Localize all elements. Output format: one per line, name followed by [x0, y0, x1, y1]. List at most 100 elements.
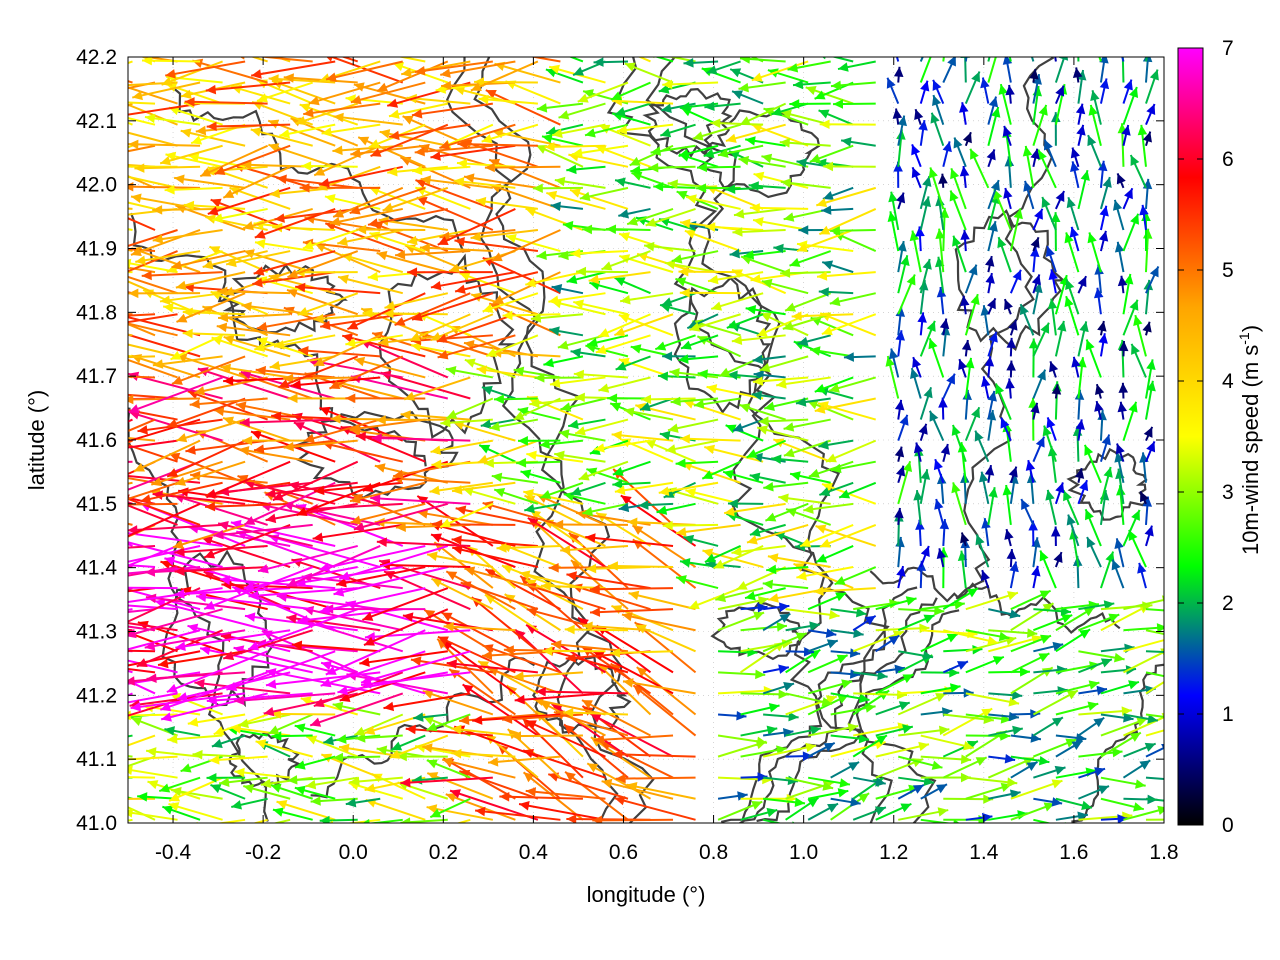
wind-vector	[771, 102, 809, 117]
wind-vector	[401, 60, 471, 78]
wind-vector	[964, 264, 978, 294]
colorbar-label-end: )	[1238, 325, 1263, 332]
wind-vector	[731, 544, 786, 557]
wind-vector	[1145, 69, 1159, 104]
wind-vector	[789, 250, 832, 267]
wind-vector	[1139, 204, 1149, 231]
wind-vector	[152, 355, 223, 369]
wind-vector	[1111, 559, 1125, 589]
wind-vector	[499, 792, 583, 802]
wind-vector	[426, 713, 471, 732]
wind-vector	[1097, 160, 1108, 188]
wind-vector	[910, 367, 922, 399]
wind-vector	[551, 123, 606, 138]
wind-vector	[1115, 443, 1125, 463]
wind-vector	[522, 748, 606, 779]
wind-vector	[815, 545, 854, 563]
wind-vector	[615, 355, 651, 371]
wind-vector	[914, 108, 924, 125]
wind-vector	[1142, 131, 1152, 147]
wind-vector	[594, 439, 651, 453]
wind-vector	[933, 458, 945, 484]
wind-vector	[763, 711, 799, 722]
wind-vector	[305, 735, 359, 758]
wind-vector	[739, 403, 786, 421]
wind-vector	[1130, 343, 1147, 378]
wind-vector	[1114, 451, 1125, 483]
wind-vector	[254, 334, 313, 352]
wind-vector	[830, 225, 876, 236]
wind-vector	[252, 818, 268, 823]
wind-vector	[524, 494, 584, 526]
wind-vector	[337, 229, 403, 247]
wind-vector	[295, 282, 381, 295]
wind-vector	[276, 174, 358, 189]
y-tick-label: 41.5	[76, 493, 117, 516]
wind-vector	[203, 523, 291, 559]
wind-vector	[1098, 230, 1109, 252]
wind-vector	[807, 802, 839, 821]
wind-vector	[961, 339, 972, 357]
wind-vector	[128, 679, 156, 695]
wind-vector	[420, 175, 493, 189]
wind-vector	[213, 523, 313, 540]
wind-vector	[1029, 68, 1039, 83]
wind-vector	[454, 237, 539, 253]
wind-vector	[362, 460, 449, 493]
wind-vector	[212, 207, 268, 223]
wind-vector	[988, 628, 1038, 638]
wind-vector	[128, 439, 178, 449]
wind-vector	[128, 375, 156, 379]
wind-vector	[1008, 57, 1012, 62]
wind-vector	[560, 397, 606, 412]
wind-vector	[1116, 172, 1126, 189]
wind-vector	[484, 162, 561, 173]
wind-vector	[598, 313, 651, 338]
wind-vector	[789, 471, 831, 484]
wind-vector	[417, 509, 494, 526]
wind-vector	[1100, 814, 1128, 823]
wind-vector	[445, 365, 494, 379]
wind-vector	[1033, 818, 1067, 823]
wind-vector	[549, 326, 584, 337]
wind-vector	[430, 439, 494, 455]
wind-vector	[1122, 187, 1134, 210]
wind-vector	[919, 320, 936, 357]
wind-vector	[1100, 717, 1148, 737]
wind-vector	[985, 272, 995, 294]
wind-vector	[128, 564, 156, 569]
wind-vector	[645, 207, 696, 227]
wind-vector	[128, 477, 156, 484]
wind-vector	[1045, 245, 1057, 273]
wind-vector	[203, 566, 314, 610]
wind-vector	[988, 725, 1024, 737]
wind-vector	[141, 57, 201, 66]
wind-vector	[787, 60, 831, 73]
wind-vector	[566, 164, 606, 175]
wind-vector	[371, 433, 471, 443]
wind-vector	[740, 602, 768, 613]
wind-vector	[570, 248, 629, 259]
wind-vector	[588, 271, 651, 285]
wind-vector	[705, 222, 764, 232]
wind-vector	[159, 292, 223, 305]
wind-vector	[771, 454, 809, 465]
wind-vector	[919, 175, 932, 210]
wind-vector	[532, 183, 583, 194]
wind-vector	[987, 390, 997, 420]
wind-vector	[987, 96, 999, 125]
wind-vector	[159, 144, 223, 166]
wind-vector	[1051, 384, 1062, 399]
wind-vector	[875, 741, 930, 758]
wind-vector	[395, 249, 471, 260]
wind-vector	[930, 112, 945, 147]
wind-vector	[214, 144, 291, 176]
wind-vector	[451, 545, 539, 569]
colorbar-tick-label: 7	[1222, 37, 1234, 60]
wind-vector	[128, 671, 201, 685]
wind-vector	[1145, 608, 1164, 612]
wind-vector	[1133, 314, 1147, 357]
wind-vector	[525, 719, 606, 758]
wind-vector	[573, 299, 629, 316]
wind-vector	[822, 186, 854, 201]
